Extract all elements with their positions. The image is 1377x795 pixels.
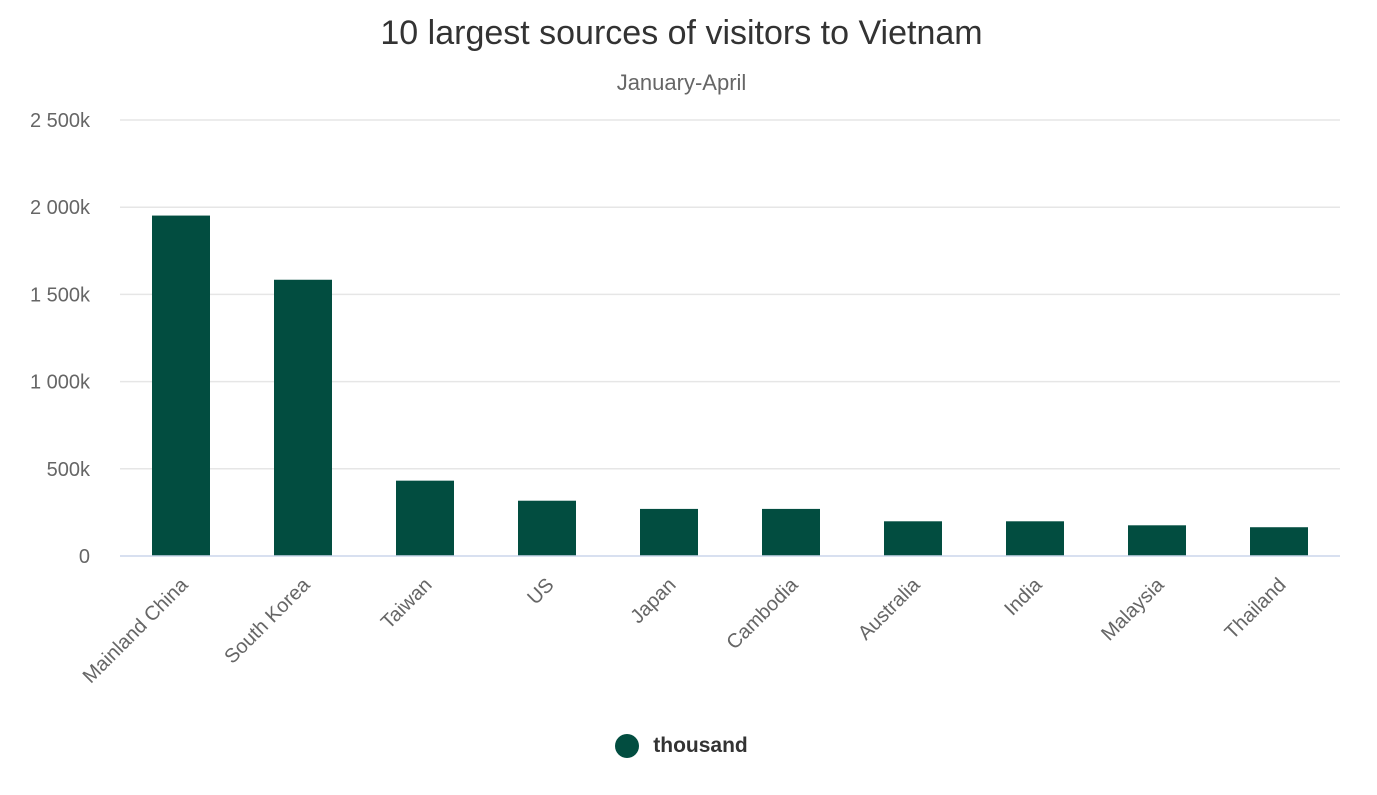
x-tick-label: Thailand (1221, 574, 1291, 644)
x-tick-label: South Korea (220, 573, 315, 668)
bar-taiwan[interactable] (396, 480, 454, 556)
x-tick-label: India (1000, 573, 1047, 620)
bar-cambodia[interactable] (762, 508, 820, 556)
bar-australia[interactable] (884, 521, 942, 556)
bar-india[interactable] (1006, 521, 1064, 556)
chart-title: 10 largest sources of visitors to Vietna… (380, 14, 983, 52)
chart-subtitle: January-April (616, 70, 747, 95)
x-tick-label: Malaysia (1097, 573, 1169, 645)
bars (152, 215, 1308, 556)
bar-japan[interactable] (640, 508, 698, 556)
legend-swatch (615, 734, 640, 758)
y-tick-label: 0 (79, 546, 90, 568)
y-tick-label: 2 500k (30, 110, 91, 132)
y-tick-label: 1 500k (30, 284, 91, 306)
bar-mainland-china[interactable] (152, 215, 210, 556)
x-tick-label: Mainland China (79, 573, 193, 687)
x-tick-label: US (523, 574, 558, 609)
y-tick-label: 1 000k (30, 372, 91, 394)
y-tick-label: 500k (47, 459, 91, 481)
x-tick-label: Australia (854, 573, 925, 644)
x-tick-label: Cambodia (723, 573, 804, 654)
x-tick-label: Taiwan (377, 574, 437, 634)
legend-label: thousand (653, 734, 748, 757)
legend[interactable]: thousand (0, 734, 1363, 758)
bar-south-korea[interactable] (274, 279, 332, 556)
x-axis-labels: Mainland China South Korea Taiwan US Japan Ca… (79, 573, 1291, 687)
y-axis-labels: 0 500k 1 000k 1 500k 2 000k 2 500k (30, 110, 91, 568)
bar-us[interactable] (518, 500, 576, 556)
bar-malaysia[interactable] (1128, 525, 1186, 556)
bar-thailand[interactable] (1250, 527, 1308, 556)
x-tick-label: Japan (626, 574, 680, 628)
y-tick-label: 2 000k (30, 197, 91, 219)
